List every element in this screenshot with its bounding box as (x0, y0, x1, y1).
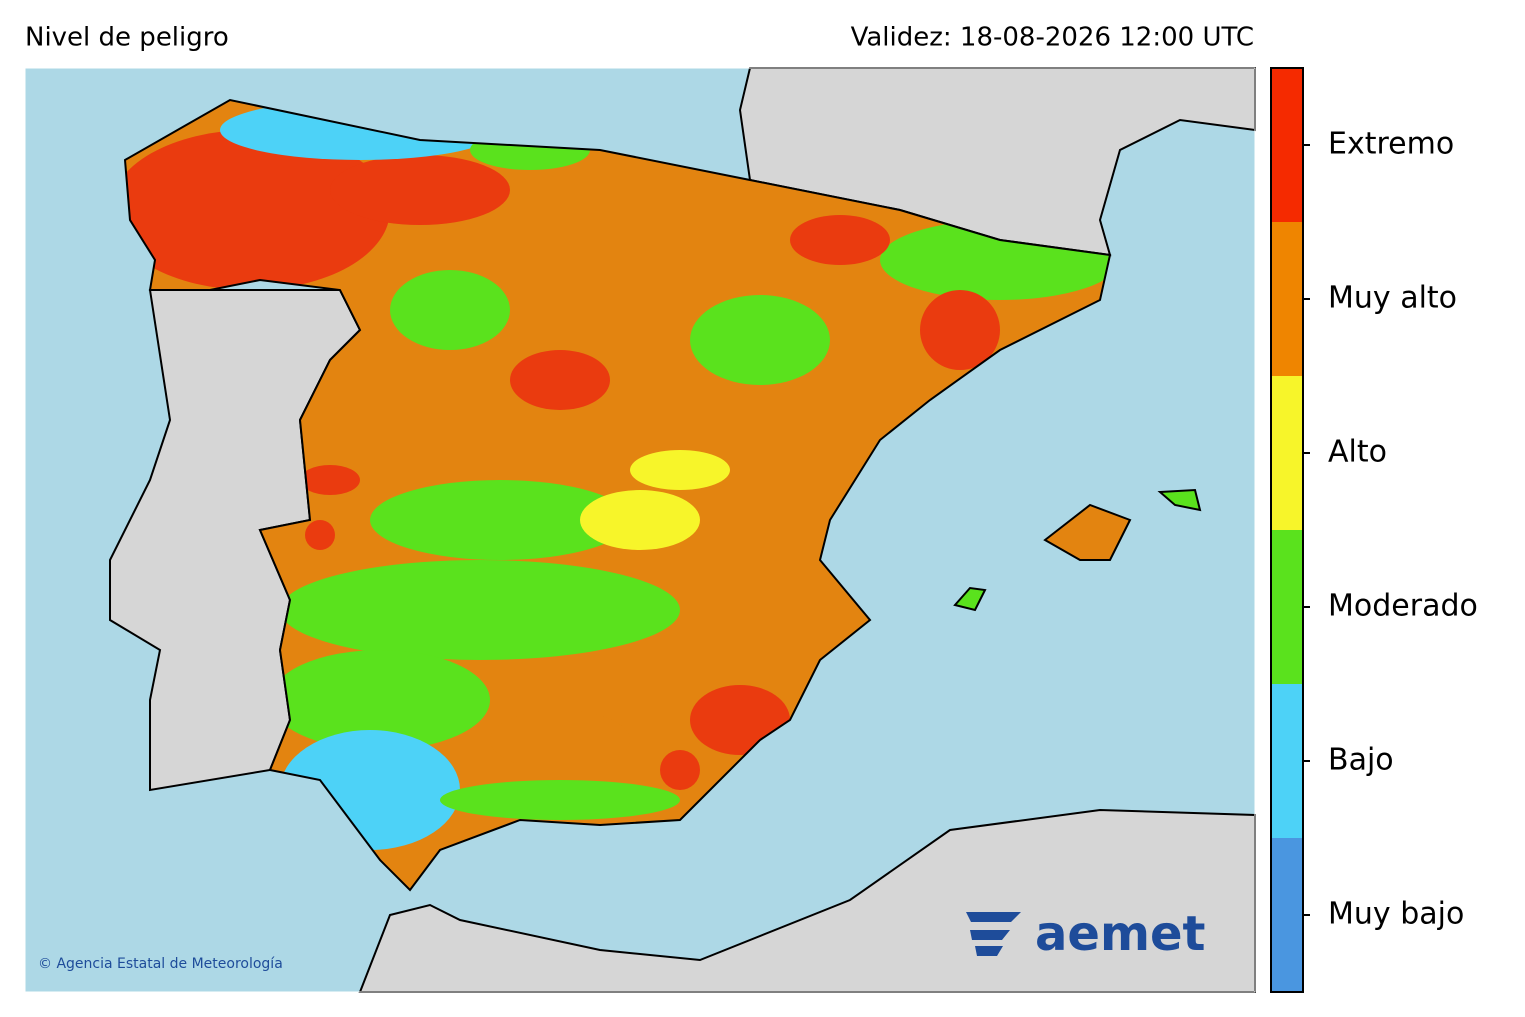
colorbar-segment (1271, 68, 1303, 222)
colorbar-segment (1271, 684, 1303, 838)
logo-text: aemet (1035, 906, 1205, 962)
map: © Agencia Estatal de Meteorología aemet (24, 67, 1256, 993)
colorbar-label: Extremo (1328, 127, 1454, 162)
menorca (1157, 488, 1202, 512)
colorbar-segment (1271, 222, 1303, 376)
map-frame (24, 67, 1256, 993)
credit: © Agencia Estatal de Meteorología (38, 956, 283, 972)
mallorca (1043, 503, 1132, 561)
ibiza (953, 586, 987, 612)
colorbar-segment (1271, 838, 1303, 992)
colorbar-label: Muy alto (1328, 281, 1457, 316)
colorbar: Extremo Muy alto Alto Moderado Bajo Muy bajo (1270, 67, 1478, 993)
colorbar-label: Alto (1328, 435, 1387, 470)
validity: Validez: 18-08-2026 12:00 UTC (851, 23, 1254, 53)
map-title: Nivel de peligro (25, 23, 229, 53)
colorbar-label: Moderado (1328, 589, 1478, 624)
colorbar-segment (1271, 376, 1303, 530)
spain-outline (123, 98, 1112, 892)
colorbar-label: Bajo (1328, 743, 1394, 778)
colorbar-segment (1271, 530, 1303, 684)
logo: aemet (966, 906, 1205, 962)
colorbar-label: Muy bajo (1328, 897, 1464, 932)
colorbar-frame (1270, 67, 1304, 993)
